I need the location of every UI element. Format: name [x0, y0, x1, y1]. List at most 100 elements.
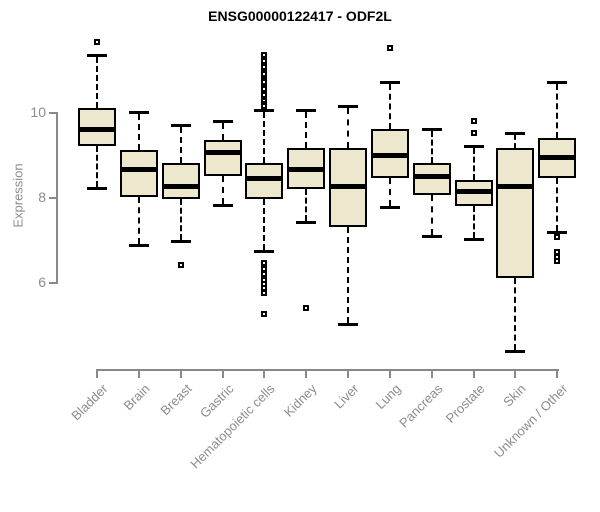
lower-whisker-cap [170, 239, 191, 243]
upper-whisker-cap [128, 111, 149, 114]
x-axis-tick [514, 369, 517, 378]
upper-whisker-cap [421, 128, 442, 131]
lower-whisker-line [430, 194, 433, 236]
y-tick-label: 10 [30, 104, 46, 120]
median-line [412, 173, 451, 179]
median-line [329, 184, 368, 190]
y-tick-label: 6 [38, 274, 46, 290]
lower-whisker-cap [379, 205, 400, 209]
median-line [538, 154, 577, 160]
lower-whisker-line [472, 205, 475, 238]
lower-whisker-line [96, 146, 98, 187]
median-line [78, 127, 116, 132]
outlier-point [470, 117, 477, 124]
lower-whisker-line [221, 175, 224, 204]
iqr-box [245, 163, 284, 200]
x-axis-tick [137, 369, 140, 378]
y-axis-tick [49, 112, 57, 114]
outlier-point [303, 304, 310, 311]
upper-whisker-line [430, 131, 433, 163]
upper-whisker-cap [170, 123, 191, 127]
upper-whisker-line [388, 84, 391, 129]
upper-whisker-cap [254, 108, 275, 112]
iqr-box [161, 163, 200, 200]
upper-whisker-line [221, 122, 224, 140]
upper-whisker-cap [463, 145, 484, 148]
outlier-point [261, 102, 268, 109]
lower-whisker-line [263, 199, 266, 251]
lower-whisker-cap [296, 220, 317, 224]
outlier-point [554, 257, 561, 264]
median-line [245, 175, 284, 181]
outlier-point [261, 310, 268, 317]
expression-boxplot-chart: ENSG00000122417 - ODF2L Expression 6 8 10 … [11, 8, 577, 471]
x-axis-tick [179, 369, 182, 378]
x-axis-tick [430, 369, 433, 378]
median-line [287, 167, 326, 173]
lower-whisker-line [137, 197, 140, 244]
median-line [161, 184, 200, 190]
upper-whisker-cap [505, 132, 526, 136]
lower-whisker-line [305, 188, 308, 221]
x-axis-tick [221, 369, 224, 378]
lower-whisker-cap [338, 322, 359, 326]
outlier-point [94, 38, 100, 45]
iqr-box [412, 163, 451, 195]
chart-title: ENSG00000122417 - ODF2L [208, 8, 392, 24]
iqr-box [203, 139, 242, 176]
lower-whisker-cap [212, 203, 233, 207]
lower-whisker-line [179, 199, 182, 240]
x-axis-tick [556, 369, 559, 378]
median-line [454, 188, 493, 194]
upper-whisker-cap [212, 119, 233, 123]
x-axis-tick [388, 369, 391, 378]
lower-whisker-cap [463, 237, 484, 241]
lower-whisker-cap [128, 243, 149, 247]
upper-whisker-line [556, 84, 559, 138]
iqr-box [496, 148, 535, 278]
median-line [370, 152, 409, 158]
lower-whisker-cap [547, 231, 568, 235]
y-tick-label: 8 [38, 189, 46, 205]
lower-whisker-cap [421, 235, 442, 239]
lower-whisker-line [347, 226, 350, 323]
lower-whisker-line [556, 177, 559, 232]
iqr-box [78, 107, 116, 146]
x-axis-tick [347, 369, 350, 378]
upper-whisker-line [263, 111, 266, 163]
iqr-box [119, 150, 158, 197]
y-axis-line [56, 112, 58, 284]
lower-whisker-cap [505, 350, 526, 354]
outlier-point [261, 51, 268, 58]
x-axis-line [96, 369, 560, 371]
lower-whisker-cap [254, 250, 275, 254]
y-axis-tick [49, 197, 57, 199]
median-line [496, 184, 535, 190]
x-axis-tick [263, 369, 266, 378]
x-axis-tick [472, 369, 475, 378]
upper-whisker-line [305, 111, 308, 149]
outlier-point [261, 289, 268, 296]
outlier-point [386, 45, 393, 52]
upper-whisker-line [137, 114, 140, 151]
upper-whisker-line [96, 56, 98, 108]
lower-whisker-line [388, 177, 391, 206]
upper-whisker-line [472, 148, 475, 180]
upper-whisker-cap [87, 53, 107, 57]
outlier-point [554, 234, 561, 241]
y-axis-tick [49, 282, 57, 284]
median-line [203, 150, 242, 156]
upper-whisker-line [514, 135, 517, 149]
upper-whisker-line [179, 126, 182, 163]
outlier-point [470, 130, 477, 137]
upper-whisker-cap [547, 81, 568, 85]
upper-whisker-cap [379, 81, 400, 85]
upper-whisker-cap [338, 104, 359, 108]
upper-whisker-line [347, 107, 350, 149]
x-axis-tick [305, 369, 308, 378]
outlier-point [177, 262, 184, 268]
x-axis-tick [96, 369, 98, 378]
lower-whisker-cap [87, 186, 107, 190]
median-line [119, 167, 158, 173]
upper-whisker-cap [296, 108, 317, 112]
